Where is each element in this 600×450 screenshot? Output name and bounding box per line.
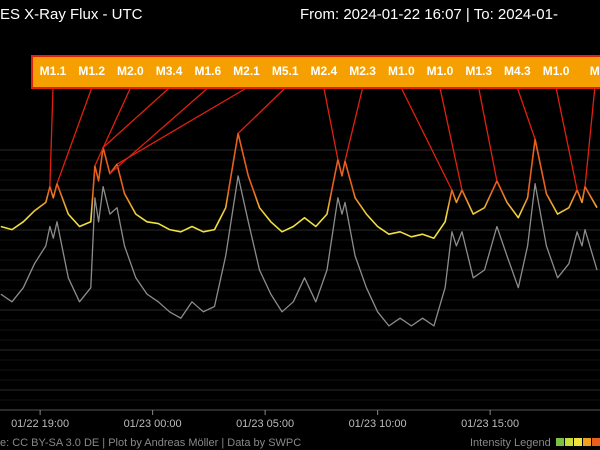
intensity-legend (556, 438, 600, 446)
flare-label: M1.6 (194, 64, 221, 78)
x-tick-label: 01/23 00:00 (124, 418, 182, 430)
chart-subtitle: From: 2024-01-22 16:07 | To: 2024-01- (300, 6, 558, 23)
flare-label: M1.0 (427, 64, 454, 78)
flare-pointer (102, 87, 170, 148)
flare-label: M1.3 (465, 64, 492, 78)
flare-pointer (439, 87, 463, 191)
flare-pointer (49, 87, 54, 187)
x-tick-label: 01/23 15:00 (461, 418, 519, 430)
footer: e: CC BY-SA 3.0 DE | Plot by Andreas Möl… (0, 437, 301, 449)
flare-pointer (56, 87, 93, 184)
flare-label: M2.4 (311, 64, 338, 78)
flare-label: M3.4 (156, 64, 183, 78)
flare-pointer (237, 87, 286, 134)
x-tick-label: 01/23 05:00 (236, 418, 294, 430)
flare-labels: M1.1 M1.2 M2.0 M3.4 M1.6 M2.1 M5.1 M2.4 M2.3 M1.0… (31, 55, 600, 89)
legend-swatch (565, 438, 573, 446)
x-tick-label: 01/22 19:00 (11, 418, 69, 430)
flare-pointer (555, 87, 578, 191)
legend-swatch (574, 438, 582, 446)
flare-pointer (516, 87, 536, 140)
flare-label: M5.1 (272, 64, 299, 78)
flare-label: M1.0 (388, 64, 415, 78)
flare-pointer (344, 87, 364, 162)
legend-title: Intensity Legend (470, 437, 551, 449)
flare-label: M4.3 (504, 64, 531, 78)
flare-label: M2.1 (233, 64, 260, 78)
flare-pointer (400, 87, 453, 191)
flare-label-box (31, 55, 600, 89)
x-tick-label: 01/23 10:00 (349, 418, 407, 430)
series-line (0, 132, 598, 239)
flare-pointer (94, 87, 131, 167)
legend-swatch (592, 438, 600, 446)
flare-pointer (323, 87, 339, 160)
legend-swatch (556, 438, 564, 446)
flare-label: M1.1 (40, 64, 67, 78)
flare-label: M2.0 (117, 64, 144, 78)
legend-swatch (583, 438, 591, 446)
chart-title: ES X-Ray Flux - UTC (0, 6, 143, 23)
flare-label: M (590, 64, 600, 78)
flare-label: M2.3 (349, 64, 376, 78)
flare-pointer (116, 87, 247, 165)
series-line (0, 175, 598, 327)
flare-pointer (584, 87, 596, 187)
flare-label: M1.2 (78, 64, 105, 78)
flare-label: M1.0 (543, 64, 570, 78)
flare-pointer (478, 87, 498, 182)
